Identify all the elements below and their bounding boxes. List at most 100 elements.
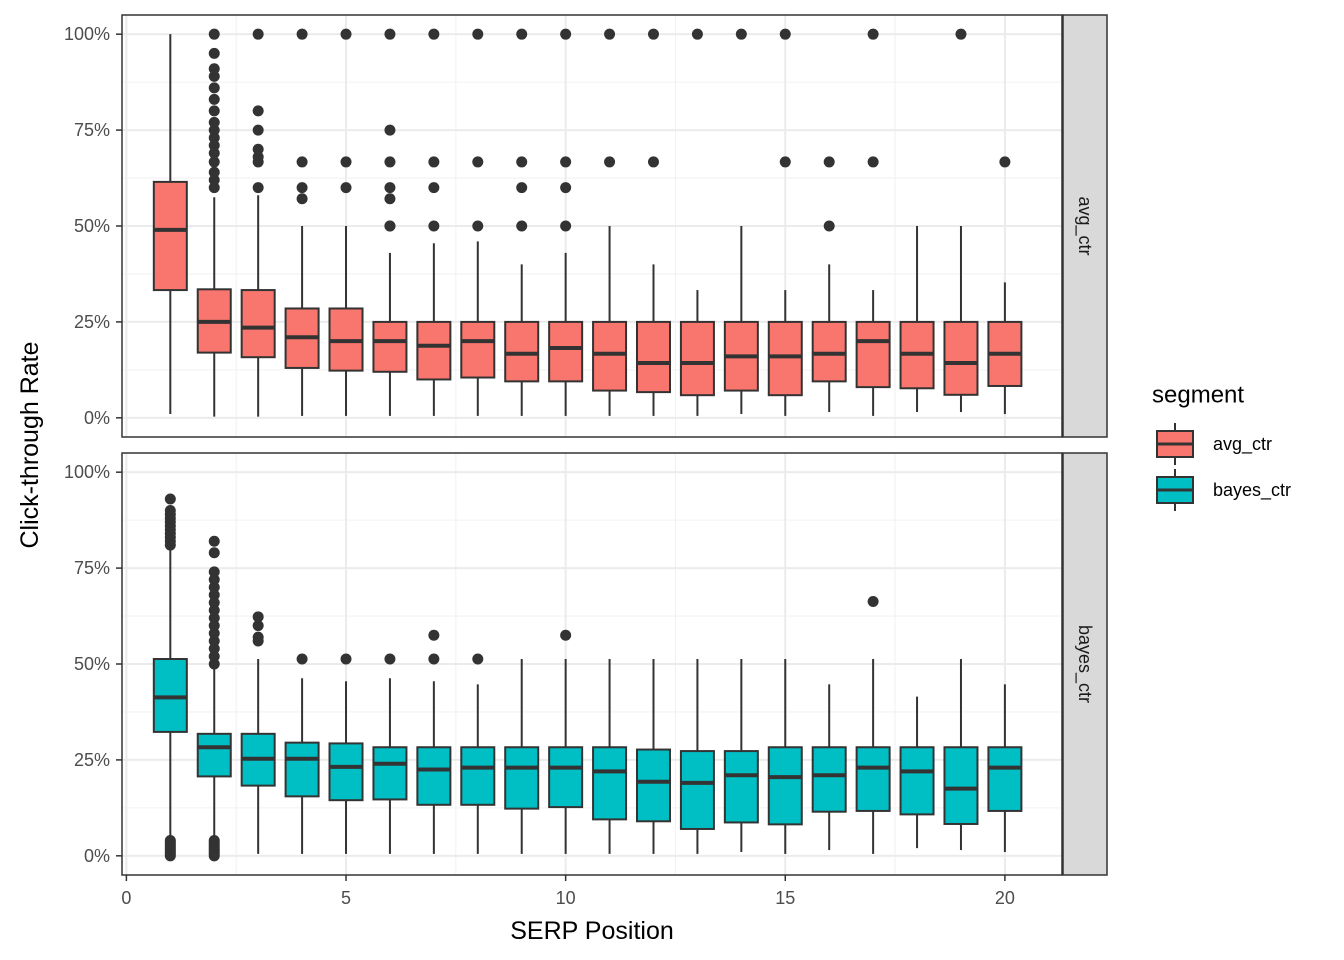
box-x6 [372, 653, 408, 854]
outlier-point [428, 156, 440, 168]
outlier-point [208, 627, 220, 639]
outlier-point [516, 28, 528, 40]
outlier-point [779, 28, 791, 40]
box-iqr [460, 746, 496, 806]
y-tick-label: 100% [64, 24, 110, 44]
box-iqr [372, 746, 408, 801]
box-x10 [548, 629, 584, 854]
outlier-point [384, 220, 396, 232]
box-x3 [240, 28, 276, 417]
outlier-point [208, 156, 220, 168]
outlier-point [560, 629, 572, 641]
box-x2 [196, 535, 232, 862]
outlier-point [208, 63, 220, 75]
box-iqr [767, 320, 803, 397]
outlier-point [867, 28, 879, 40]
box-iqr [679, 750, 715, 830]
box-x5 [328, 28, 364, 416]
legend-label: bayes_ctr [1213, 480, 1291, 501]
x-tick-label: 0 [121, 888, 131, 908]
outlier-point [384, 124, 396, 136]
outlier-point [208, 612, 220, 624]
outlier-point [735, 28, 747, 40]
outlier-point [647, 28, 659, 40]
outlier-point [384, 653, 396, 665]
panel-bayes_ctr: bayes_ctr [121, 452, 1108, 876]
outlier-point [252, 28, 264, 40]
y-tick-label: 50% [74, 654, 110, 674]
box-x2 [196, 28, 232, 417]
outlier-point [867, 595, 879, 607]
legend-item-avg_ctr: avg_ctr [1156, 423, 1272, 465]
outlier-point [296, 182, 308, 194]
box-x7 [416, 28, 452, 416]
box-x14 [723, 659, 759, 852]
facet-strip [1062, 452, 1108, 876]
box-x4 [284, 653, 320, 854]
outlier-point [516, 182, 528, 194]
outlier-point [516, 156, 528, 168]
outlier-point [252, 631, 264, 643]
panels-layer: avg_ctr bayes_ctr [121, 14, 1108, 876]
outlier-point [208, 93, 220, 105]
outlier-point [647, 156, 659, 168]
outlier-point [384, 193, 396, 205]
y-tick-label: 25% [74, 312, 110, 332]
box-iqr [855, 746, 891, 812]
y-tick-label: 25% [74, 750, 110, 770]
outlier-point [252, 620, 264, 632]
outlier-point [340, 28, 352, 40]
box-x8 [460, 28, 496, 416]
outlier-point [208, 70, 220, 82]
legend-label: avg_ctr [1213, 434, 1272, 455]
y-tick-label: 0% [84, 846, 110, 866]
y-tick-label: 0% [84, 408, 110, 428]
outlier-point [428, 182, 440, 194]
box-x15 [767, 659, 803, 854]
box-x13 [679, 659, 715, 854]
box-x17 [855, 28, 891, 416]
box-iqr [592, 320, 628, 392]
outlier-point [208, 658, 220, 670]
box-x6 [372, 28, 408, 416]
outlier-point [208, 132, 220, 144]
box-x20 [987, 684, 1023, 852]
outlier-point [823, 220, 835, 232]
box-x12 [635, 659, 671, 854]
box-iqr [987, 746, 1023, 812]
box-iqr [811, 746, 847, 813]
outlier-point [252, 611, 264, 623]
outlier-point [208, 581, 220, 593]
box-iqr [943, 746, 979, 825]
facet-strip-label: bayes_ctr [1074, 625, 1095, 703]
box-x7 [416, 629, 452, 854]
outlier-point [999, 156, 1011, 168]
box-iqr [679, 320, 715, 397]
box-x3 [240, 611, 276, 854]
box-iqr [416, 320, 452, 381]
facet-strip [1062, 14, 1108, 438]
outlier-point [252, 105, 264, 117]
outlier-point [208, 182, 220, 194]
box-iqr [240, 289, 276, 359]
outlier-point [340, 156, 352, 168]
box-x14 [723, 28, 759, 414]
facet-strip-label: avg_ctr [1074, 196, 1095, 255]
outlier-point [560, 28, 572, 40]
outlier-point [208, 635, 220, 647]
box-x15 [767, 28, 803, 416]
box-x17 [855, 595, 891, 854]
box-x19 [943, 659, 979, 851]
x-tick-label: 5 [341, 888, 351, 908]
box-iqr [416, 746, 452, 806]
legend: segment avg_ctr bayes_ctr [1152, 382, 1291, 511]
outlier-point [472, 220, 484, 232]
outlier-point [208, 116, 220, 128]
y-tick-label: 100% [64, 462, 110, 482]
box-x12 [635, 28, 671, 416]
outlier-point [384, 28, 396, 40]
box-iqr [811, 320, 847, 383]
box-x10 [548, 28, 584, 416]
outlier-point [691, 28, 703, 40]
